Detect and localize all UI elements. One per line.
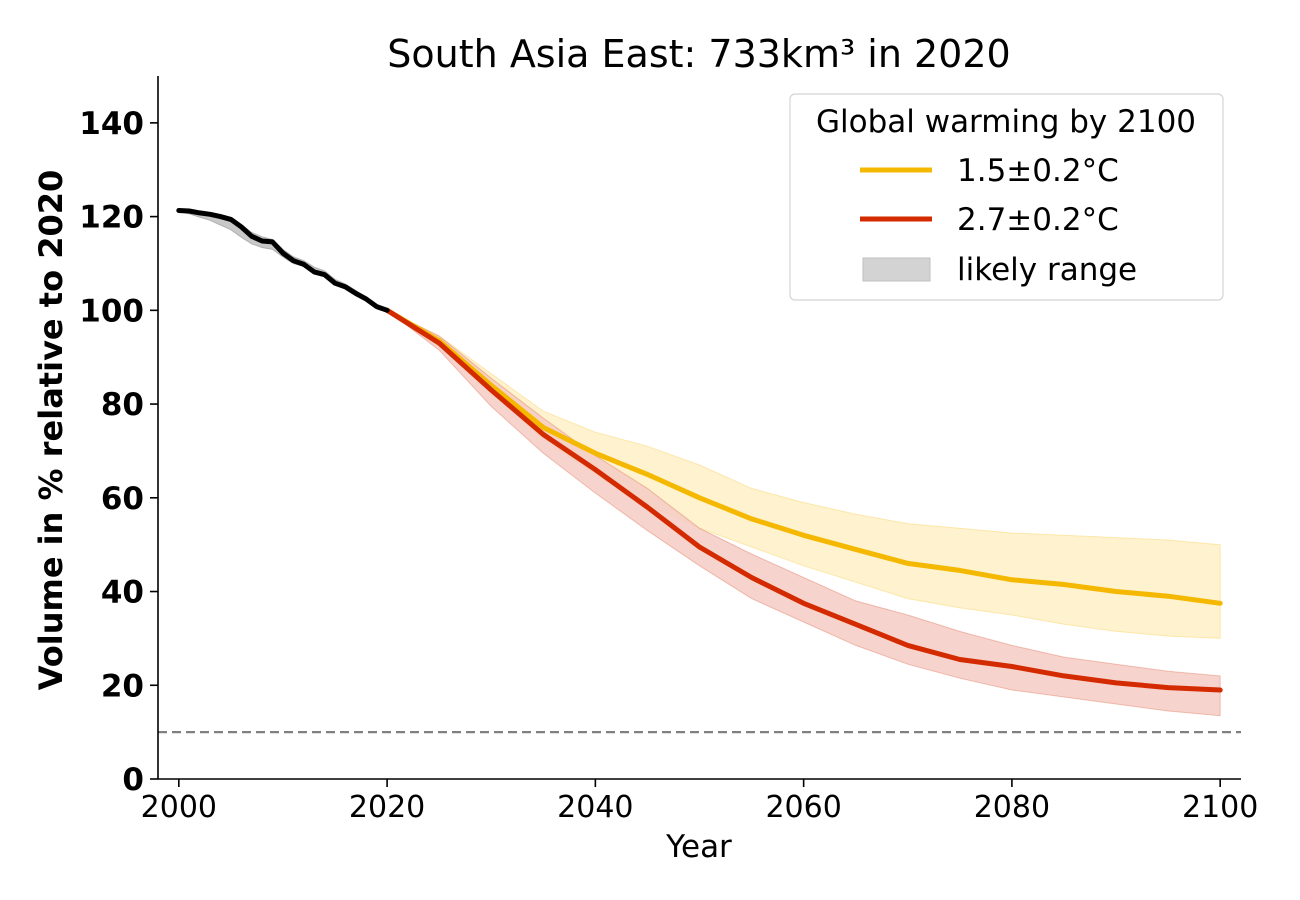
band-2-7-0-2-c: [386, 309, 1221, 717]
legend-label-likely-range: likely range: [957, 252, 1137, 288]
line-2-7-0-2-c: [384, 307, 1223, 693]
x-ticks: 2000 2020 2040 2060 2080 2100: [141, 779, 1258, 825]
x-tick-label-2020: 2020: [349, 790, 425, 825]
axes: [157, 76, 1241, 780]
x-axis-label: Year: [665, 829, 732, 865]
y-tick-label-20: 20: [101, 668, 144, 704]
legend-label-1-5c: 1.5±0.2°C: [957, 153, 1119, 189]
legend-frame: [789, 93, 1224, 301]
y-tick-label-120: 120: [79, 200, 144, 236]
x-tick-label-2100: 2100: [1182, 790, 1258, 825]
legend-label-2-7c: 2.7±0.2°C: [957, 202, 1119, 238]
y-tick-label-60: 60: [101, 481, 144, 517]
y-tick-label-100: 100: [79, 293, 144, 329]
y-tick-label-0: 0: [122, 762, 144, 798]
x-tick-label-2080: 2080: [974, 790, 1050, 825]
y-tick-label-40: 40: [101, 575, 144, 611]
y-ticks: 0 20 40 60 80 100 120 140: [79, 106, 158, 798]
x-tick-label-2000: 2000: [141, 790, 217, 825]
line-1-5-0-2-c: [384, 307, 1223, 606]
x-tick-label-2060: 2060: [765, 790, 841, 825]
chart-title: South Asia East: 733km³ in 2020: [387, 32, 1010, 76]
y-axis-label: Volume in % relative to 2020: [32, 170, 70, 691]
legend-title: Global warming by 2100: [816, 104, 1196, 140]
legend: Global warming by 2100 1.5±0.2°C 2.7±0.2…: [789, 93, 1224, 301]
y-tick-label-140: 140: [79, 106, 144, 142]
y-tick-label-80: 80: [101, 387, 144, 423]
series-lines: [176, 208, 1223, 693]
legend-swatch-likely-range: [862, 257, 931, 282]
line-historical: [176, 208, 390, 313]
x-tick-label-2040: 2040: [557, 790, 633, 825]
